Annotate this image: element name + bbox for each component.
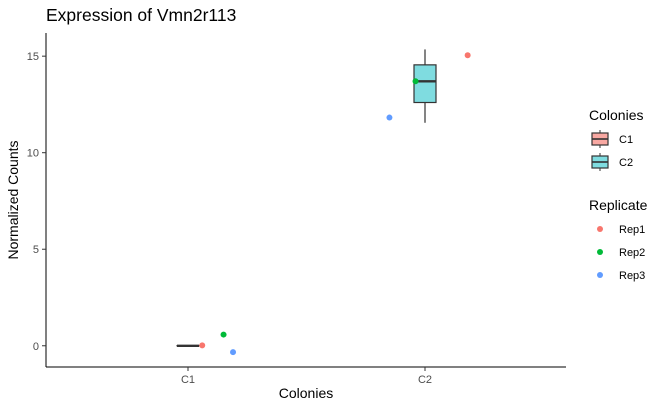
y-tick-label: 0 xyxy=(33,341,39,353)
legend-title: Replicate xyxy=(589,197,648,213)
legend-key-point xyxy=(597,226,603,232)
legend-replicate: Replicate Rep1 Rep2 Rep3 xyxy=(589,197,648,282)
x-tick-label: C1 xyxy=(181,374,195,386)
x-tick-label: C2 xyxy=(418,374,432,386)
legend-key-point xyxy=(597,249,603,255)
legend-item-label: C2 xyxy=(619,157,633,169)
legend-item-label: Rep3 xyxy=(619,270,645,282)
legend-item-label: Rep2 xyxy=(619,247,645,259)
plot-area: 0 5 10 15 C1 C2 xyxy=(27,33,566,386)
legend-key-point xyxy=(597,272,603,278)
point-c1-rep3 xyxy=(230,349,237,356)
legend-item-label: C1 xyxy=(619,134,633,146)
point-c1-rep1 xyxy=(199,342,206,349)
y-tick-label: 15 xyxy=(27,51,39,63)
legend-item-label: Rep1 xyxy=(619,224,645,236)
point-c2-rep1 xyxy=(464,52,471,59)
y-tick-label: 10 xyxy=(27,148,39,160)
point-c2-rep3 xyxy=(386,114,393,121)
box-c2 xyxy=(413,49,437,123)
y-tick-label: 5 xyxy=(33,244,39,256)
legend-title: Colonies xyxy=(589,107,643,123)
x-axis-label: Colonies xyxy=(279,385,333,401)
point-c1-rep2 xyxy=(220,331,227,338)
legend-colonies: Colonies C1 C2 xyxy=(589,107,643,171)
y-axis-label: Normalized Counts xyxy=(5,140,21,259)
legend-area: Colonies C1 C2 Replicate Rep1 Rep2 Rep3 xyxy=(589,107,648,282)
point-c2-rep2 xyxy=(412,78,419,85)
chart-title: Expression of Vmn2r113 xyxy=(46,5,236,25)
